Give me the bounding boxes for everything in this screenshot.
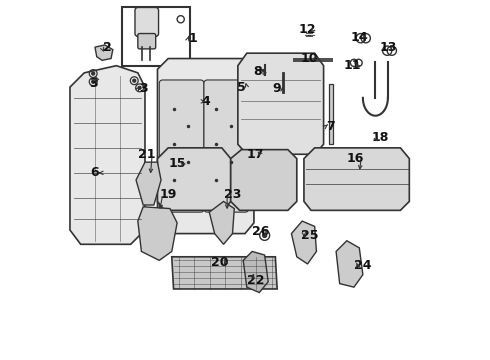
Text: 18: 18 bbox=[372, 131, 390, 144]
Text: 5: 5 bbox=[237, 81, 246, 94]
Circle shape bbox=[138, 86, 141, 89]
Bar bbox=[293, 58, 333, 62]
Polygon shape bbox=[157, 148, 231, 210]
Text: 12: 12 bbox=[299, 23, 316, 36]
FancyBboxPatch shape bbox=[159, 80, 204, 212]
Text: 13: 13 bbox=[379, 41, 396, 54]
Text: 20: 20 bbox=[211, 256, 229, 269]
Text: 8: 8 bbox=[253, 64, 262, 77]
Text: 3: 3 bbox=[139, 82, 147, 95]
Text: 4: 4 bbox=[201, 95, 210, 108]
Polygon shape bbox=[157, 59, 254, 234]
Polygon shape bbox=[209, 202, 234, 244]
Polygon shape bbox=[172, 257, 277, 289]
Text: 26: 26 bbox=[252, 225, 270, 238]
Text: 10: 10 bbox=[300, 52, 318, 65]
Circle shape bbox=[133, 79, 136, 82]
Text: 16: 16 bbox=[347, 152, 365, 165]
Text: 21: 21 bbox=[138, 148, 155, 162]
Circle shape bbox=[92, 72, 95, 75]
Text: 1: 1 bbox=[189, 32, 197, 45]
Polygon shape bbox=[292, 221, 317, 264]
Polygon shape bbox=[95, 45, 113, 60]
Polygon shape bbox=[243, 251, 268, 293]
Text: 15: 15 bbox=[169, 157, 186, 170]
Circle shape bbox=[263, 233, 267, 238]
Text: 2: 2 bbox=[103, 41, 112, 54]
Polygon shape bbox=[304, 148, 409, 210]
Text: 25: 25 bbox=[300, 229, 318, 242]
Bar bbox=[329, 84, 333, 144]
Text: 7: 7 bbox=[326, 120, 335, 133]
Text: 17: 17 bbox=[247, 148, 265, 162]
Text: 3: 3 bbox=[89, 77, 98, 90]
Text: 19: 19 bbox=[160, 188, 177, 201]
FancyBboxPatch shape bbox=[204, 80, 248, 212]
Polygon shape bbox=[136, 162, 161, 205]
Text: 22: 22 bbox=[247, 274, 265, 287]
Text: 24: 24 bbox=[354, 259, 371, 272]
Circle shape bbox=[92, 80, 95, 83]
Polygon shape bbox=[138, 207, 177, 260]
Text: 14: 14 bbox=[350, 31, 368, 44]
FancyBboxPatch shape bbox=[138, 33, 156, 49]
FancyBboxPatch shape bbox=[135, 8, 159, 36]
Text: 23: 23 bbox=[224, 188, 241, 201]
Text: 6: 6 bbox=[90, 166, 98, 179]
Polygon shape bbox=[231, 150, 297, 210]
Polygon shape bbox=[238, 53, 323, 154]
Polygon shape bbox=[336, 241, 363, 287]
Polygon shape bbox=[70, 66, 145, 244]
Text: 9: 9 bbox=[273, 82, 281, 95]
Bar bbox=[122, 7, 190, 66]
Text: 11: 11 bbox=[343, 59, 361, 72]
